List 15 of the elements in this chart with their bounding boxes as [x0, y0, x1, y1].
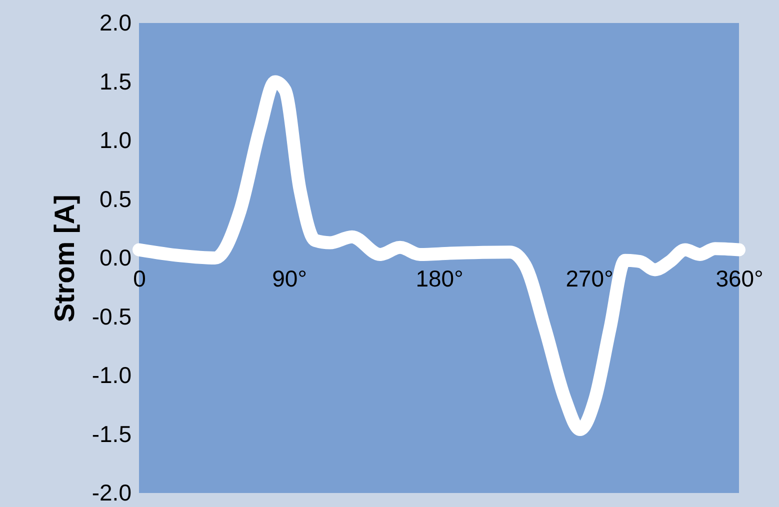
x-tick-label: 90°	[272, 266, 307, 292]
y-tick-label: -2.0	[92, 480, 132, 506]
x-tick-label: 0	[133, 266, 146, 292]
y-tick-label: 1.0	[100, 127, 132, 153]
x-tick-label: 270°	[566, 266, 614, 292]
y-axis-title: Strom [A]	[48, 194, 80, 322]
y-tick-label: -0.5	[92, 303, 132, 330]
x-tick-label: 180°	[416, 266, 464, 292]
y-tick-label: 2.0	[100, 10, 132, 36]
y-tick-label: -1.0	[92, 362, 132, 388]
y-tick-label: 0.0	[100, 244, 132, 270]
y-tick-label: 0.5	[100, 186, 132, 212]
y-tick-label: -1.5	[92, 420, 132, 447]
y-tick-label: 1.5	[100, 68, 132, 94]
x-tick-label: 360°	[716, 266, 764, 292]
